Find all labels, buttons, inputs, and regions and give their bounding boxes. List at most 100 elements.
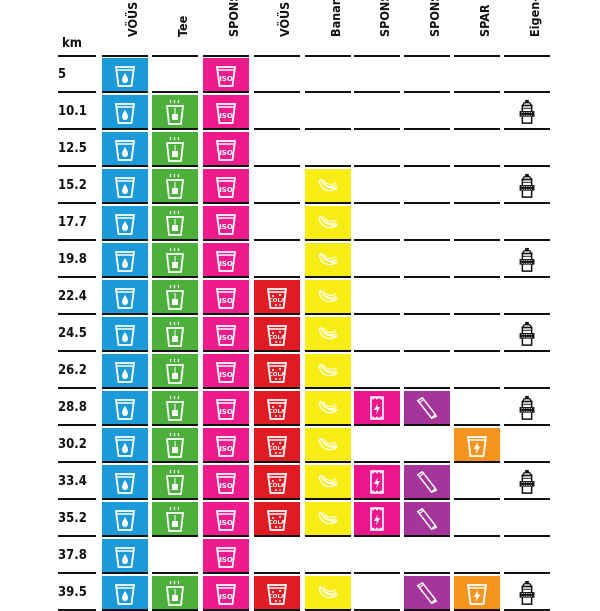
cell-bananen xyxy=(305,206,351,239)
divider-line xyxy=(152,387,198,389)
km-value: 19.8 xyxy=(58,252,87,267)
divider-line xyxy=(354,461,400,463)
divider-line xyxy=(254,91,300,93)
energy-bar-icon xyxy=(365,506,389,532)
cell-iso: ISO xyxy=(203,428,249,461)
divider-line xyxy=(504,461,550,463)
svg-text:ISO: ISO xyxy=(219,371,233,379)
table-row: 12.5 ISO xyxy=(0,130,600,167)
divider-line xyxy=(504,535,550,537)
cell-bananen xyxy=(305,428,351,461)
column-header-bananen: Bananen xyxy=(305,0,353,52)
water-cup-icon xyxy=(113,580,137,606)
divider-line xyxy=(102,202,148,204)
km-value: 35.2 xyxy=(58,511,87,526)
cell-bananen xyxy=(305,576,351,609)
divider-line xyxy=(404,461,450,463)
column-header-eigen: Eigen-Verpflegung xyxy=(504,0,552,52)
divider-line xyxy=(305,461,351,463)
iso-cup-icon: ISO xyxy=(214,321,238,347)
cola-cup-icon: COLA xyxy=(265,580,289,606)
water-cup-icon xyxy=(113,284,137,310)
cola-cup-icon: COLA xyxy=(265,321,289,347)
cell-tee xyxy=(152,576,198,609)
divider-line xyxy=(254,535,300,537)
divider-line xyxy=(203,202,249,204)
divider-line xyxy=(504,350,550,352)
km-value: 10.1 xyxy=(58,104,87,119)
iso-cup-icon: ISO xyxy=(214,284,238,310)
cell-bananen xyxy=(305,465,351,498)
divider-line xyxy=(404,91,450,93)
divider-line xyxy=(404,572,450,574)
water-cup-icon xyxy=(113,395,137,421)
divider-line xyxy=(454,572,500,574)
cell-wasser xyxy=(102,95,148,128)
cell-eigen xyxy=(504,317,550,350)
svg-text:ISO: ISO xyxy=(219,593,233,601)
iso-cup-icon: ISO xyxy=(214,62,238,88)
divider-line xyxy=(404,350,450,352)
cell-wasser xyxy=(102,354,148,387)
divider-line xyxy=(203,239,249,241)
km-value: 28.8 xyxy=(58,400,87,415)
cell-iso: ISO xyxy=(203,95,249,128)
banana-icon xyxy=(316,395,340,421)
divider-line xyxy=(254,424,300,426)
divider-line xyxy=(504,424,550,426)
cell-eigen xyxy=(504,95,550,128)
divider-line xyxy=(152,461,198,463)
svg-text:ISO: ISO xyxy=(219,186,233,194)
cell-tee xyxy=(152,206,198,239)
divider-line xyxy=(404,202,450,204)
divider-line xyxy=(504,165,550,167)
divider-line xyxy=(504,91,550,93)
cell-iso: ISO xyxy=(203,206,249,239)
divider-line xyxy=(102,91,148,93)
tea-cup-icon xyxy=(163,469,187,495)
cell-gel xyxy=(404,576,450,609)
water-cup-icon xyxy=(113,210,137,236)
cell-tee xyxy=(152,502,198,535)
divider-line xyxy=(254,55,300,57)
divider-line xyxy=(504,128,550,130)
banana-icon xyxy=(316,210,340,236)
divider-line xyxy=(254,165,300,167)
divider-line xyxy=(152,55,198,57)
cell-tee xyxy=(152,354,198,387)
cell-cola: COLA xyxy=(254,502,300,535)
divider-line xyxy=(454,313,500,315)
table-row: 19.8 ISO xyxy=(0,241,600,278)
divider-line xyxy=(454,239,500,241)
water-cup-icon xyxy=(113,62,137,88)
table-row: 22.4 ISO COLA xyxy=(0,278,600,315)
gel-tube-icon xyxy=(415,580,439,606)
svg-text:COLA: COLA xyxy=(269,594,286,600)
divider-line xyxy=(102,461,148,463)
iso-cup-icon: ISO xyxy=(214,506,238,532)
cell-bananen xyxy=(305,243,351,276)
water-cup-icon xyxy=(113,321,137,347)
divider-line xyxy=(152,572,198,574)
divider-line xyxy=(152,276,198,278)
column-header-label: SPONSOR Energieriegel xyxy=(377,0,392,37)
iso-cup-icon: ISO xyxy=(214,543,238,569)
divider-line xyxy=(58,572,96,574)
divider-line xyxy=(254,239,300,241)
water-cup-icon xyxy=(113,136,137,162)
cell-gel xyxy=(404,502,450,535)
divider-line xyxy=(152,535,198,537)
tea-cup-icon xyxy=(163,284,187,310)
cola-cup-icon: COLA xyxy=(265,469,289,495)
cell-wasser xyxy=(102,58,148,91)
km-value: 37.8 xyxy=(58,548,87,563)
table-row: 39.5 ISO COLA xyxy=(0,574,600,611)
divider-line xyxy=(354,202,400,204)
km-value: 39.5 xyxy=(58,585,87,600)
divider-line xyxy=(152,424,198,426)
km-column-header: km xyxy=(62,36,82,51)
divider-line xyxy=(152,239,198,241)
divider-line xyxy=(404,276,450,278)
divider-line xyxy=(203,387,249,389)
svg-text:COLA: COLA xyxy=(269,298,286,304)
